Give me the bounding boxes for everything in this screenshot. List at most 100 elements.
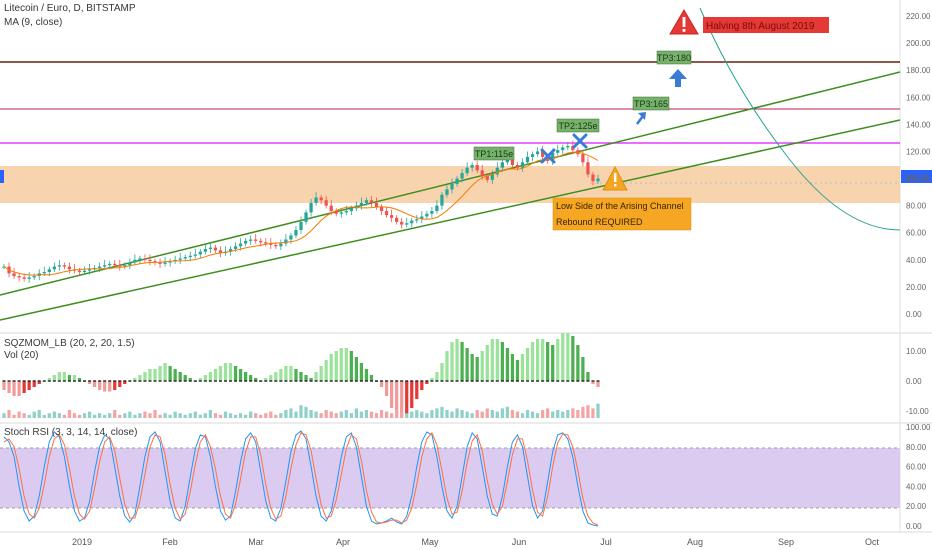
candle-body <box>359 202 364 206</box>
candle-body <box>289 235 293 240</box>
volume-bar <box>314 411 318 418</box>
candle-body <box>586 162 590 175</box>
candle-body <box>571 146 575 151</box>
momentum-bar <box>405 381 409 414</box>
volume-bar <box>490 410 494 418</box>
momentum-bar <box>596 381 600 387</box>
candle-body <box>304 212 308 222</box>
momentum-bar <box>520 354 525 381</box>
volume-bar <box>72 413 77 418</box>
stoch-tick-label: 80.00 <box>906 443 927 452</box>
volume-indicator-label: Vol (20) <box>4 350 39 361</box>
volume-bar <box>359 411 364 418</box>
momentum-bar <box>103 381 107 392</box>
volume-bar <box>279 413 283 418</box>
momentum-bar <box>153 369 157 381</box>
momentum-bar <box>586 372 590 381</box>
candle-body <box>178 258 182 260</box>
volume-bar <box>32 411 36 418</box>
momentum-bar <box>173 369 177 381</box>
candle-body <box>158 262 162 264</box>
volume-bar <box>193 411 197 418</box>
volume-bar <box>400 411 404 418</box>
momentum-bar <box>198 378 202 381</box>
momentum-bar <box>113 381 117 390</box>
momentum-bar <box>591 381 595 384</box>
momentum-bar <box>62 372 67 381</box>
x-marker-icon <box>540 148 556 164</box>
candle-body <box>425 213 429 217</box>
candle-body <box>183 257 187 259</box>
volume-bar <box>334 413 338 418</box>
candle-body <box>82 270 87 273</box>
momentum-bar <box>294 369 298 381</box>
tp1-label: TP1:115e <box>475 149 513 159</box>
volume-bar <box>82 413 87 418</box>
warning-note-box <box>552 197 692 231</box>
momentum-bar <box>233 366 238 381</box>
arrow-up-right-icon <box>636 112 646 125</box>
stoch-tick-label: 60.00 <box>906 463 927 472</box>
candle-body <box>435 205 439 212</box>
momentum-bar <box>334 351 338 381</box>
time-tick-label: Feb <box>162 537 178 547</box>
momentum-bar <box>133 378 137 381</box>
candle-body <box>480 170 484 176</box>
volume-bar <box>596 403 600 418</box>
candle-body <box>309 202 313 213</box>
volume-bar <box>530 411 535 418</box>
candle-body <box>218 250 223 254</box>
candle-body <box>319 197 323 201</box>
volume-bar <box>42 414 46 418</box>
momentum-bar <box>551 345 555 381</box>
volume-bar <box>92 414 97 418</box>
volume-bar <box>405 413 409 418</box>
momentum-bar <box>57 372 61 381</box>
price-tick-label: 80.00 <box>906 202 927 211</box>
candle-body <box>27 277 31 279</box>
volume-bar <box>576 410 580 418</box>
tp1-annotation: TP1:115e <box>473 146 515 161</box>
momentum-bar <box>27 381 31 390</box>
candle-body <box>118 265 122 267</box>
momentum-bar <box>163 363 167 381</box>
volume-bar <box>364 410 369 418</box>
last-price-label: 100.22 <box>904 173 929 182</box>
volume-bar <box>470 413 474 418</box>
candle-body <box>17 276 21 278</box>
time-tick-label: Oct <box>865 537 880 547</box>
volume-bar <box>228 413 233 418</box>
stoch-tick-label: 20.00 <box>906 502 927 511</box>
volume-bar <box>465 411 469 418</box>
momentum-bar <box>425 381 429 384</box>
candle-body <box>510 159 515 165</box>
candle-body <box>395 217 399 222</box>
tp3-180-annotation: TP3:180 <box>656 50 692 65</box>
candle-body <box>515 165 520 168</box>
candle-body <box>349 208 353 212</box>
candle-body <box>188 255 192 258</box>
ma-line <box>3 151 599 276</box>
volume-bar <box>233 414 238 418</box>
candle-body <box>374 202 379 207</box>
volume-bar <box>566 410 570 418</box>
momentum-bars <box>2 333 600 417</box>
volume-bar <box>138 413 142 418</box>
tp2-label: TP2:125e <box>558 121 597 131</box>
price-tick-label: 20.00 <box>906 283 927 292</box>
momentum-bar <box>480 351 484 381</box>
momentum-tick-label: 10.00 <box>906 347 927 356</box>
volume-bar <box>455 408 459 418</box>
momentum-bar <box>218 366 223 381</box>
momentum-bar <box>299 372 303 381</box>
volume-bar <box>304 406 308 418</box>
momentum-bar <box>309 378 313 381</box>
volume-bar <box>218 414 223 418</box>
momentum-bar <box>566 333 570 381</box>
warning-line-1: Low Side of the Arising Channel <box>556 201 684 211</box>
volume-bar <box>460 410 464 418</box>
volume-bar <box>254 413 258 418</box>
momentum-bar <box>490 339 494 381</box>
volume-bar <box>384 411 389 418</box>
